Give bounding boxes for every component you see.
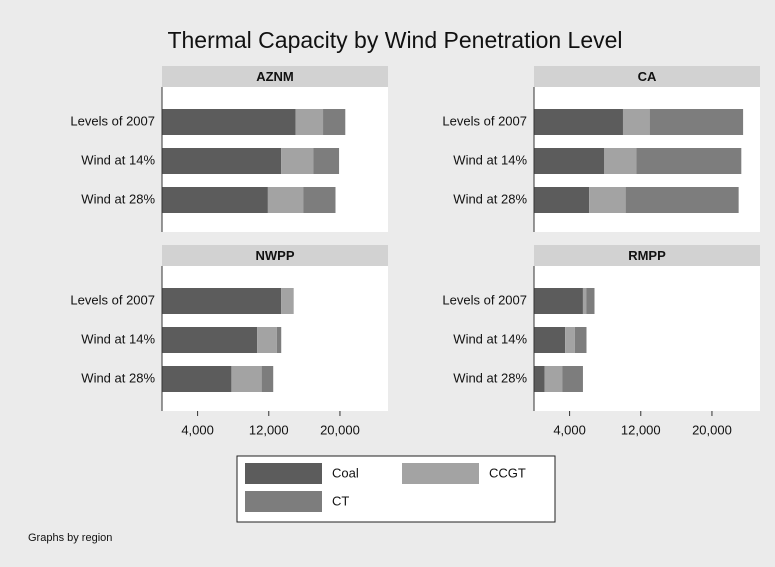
y-tick-label: Wind at 14% (81, 331, 155, 346)
bar-segment (534, 288, 583, 314)
bar-segment (636, 148, 742, 174)
note: Graphs by region (28, 532, 112, 544)
y-tick-label: Wind at 14% (81, 152, 155, 167)
bar-segment (544, 366, 563, 392)
bar-segment (162, 288, 282, 314)
x-tick-label: 20,000 (692, 422, 732, 437)
bar-segment (313, 148, 340, 174)
panel-header (534, 245, 760, 266)
bar-segment (649, 109, 744, 135)
panel-title: RMPP (628, 248, 666, 263)
panel-header (162, 245, 388, 266)
panel-header (534, 66, 760, 87)
bar-segment (231, 366, 262, 392)
bar-segment (162, 187, 268, 213)
x-tick-label: 20,000 (320, 422, 360, 437)
x-tick-label: 4,000 (181, 422, 214, 437)
bar-segment (281, 148, 314, 174)
bar-segment (303, 187, 336, 213)
bar-segment (534, 327, 566, 353)
bar-segment (295, 109, 324, 135)
y-tick-label: Wind at 14% (453, 331, 527, 346)
panel-header (162, 66, 388, 87)
bar-segment (562, 366, 583, 392)
y-tick-label: Wind at 28% (453, 370, 527, 385)
bar-segment (534, 187, 590, 213)
panel-title: NWPP (256, 248, 295, 263)
y-tick-label: Wind at 14% (453, 152, 527, 167)
y-tick-label: Levels of 2007 (70, 113, 155, 128)
bar-segment (276, 327, 282, 353)
bar-segment (622, 109, 650, 135)
y-tick-label: Wind at 28% (81, 191, 155, 206)
y-tick-label: Wind at 28% (81, 370, 155, 385)
bar-segment (589, 187, 626, 213)
bar-segment (323, 109, 346, 135)
bar-segment (267, 187, 304, 213)
y-tick-label: Levels of 2007 (70, 292, 155, 307)
bar-segment (257, 327, 277, 353)
bar-segment (604, 148, 637, 174)
bar-segment (162, 109, 296, 135)
bar-segment (261, 366, 274, 392)
bar-segment (625, 187, 739, 213)
bar-segment (162, 366, 232, 392)
x-tick-label: 4,000 (553, 422, 586, 437)
bar-segment (565, 327, 575, 353)
bar-segment (534, 148, 605, 174)
y-tick-label: Wind at 28% (453, 191, 527, 206)
chart-title: Thermal Capacity by Wind Penetration Lev… (167, 27, 622, 53)
bar-segment (281, 288, 294, 314)
bar-segment (162, 327, 258, 353)
legend-swatch (245, 491, 322, 512)
y-tick-label: Levels of 2007 (442, 113, 527, 128)
bar-segment (582, 288, 587, 314)
bar-segment (534, 366, 545, 392)
panel-title: CA (638, 69, 657, 84)
legend-label: CT (332, 493, 349, 508)
y-tick-label: Levels of 2007 (442, 292, 527, 307)
legend-swatch (245, 463, 322, 484)
legend-label: Coal (332, 465, 359, 480)
x-tick-label: 12,000 (249, 422, 289, 437)
bar-segment (534, 109, 623, 135)
legend-swatch (402, 463, 479, 484)
legend-label: CCGT (489, 465, 526, 480)
bar-segment (162, 148, 282, 174)
panel-title: AZNM (256, 69, 294, 84)
bar-segment (586, 288, 595, 314)
bar-segment (574, 327, 587, 353)
x-tick-label: 12,000 (621, 422, 661, 437)
